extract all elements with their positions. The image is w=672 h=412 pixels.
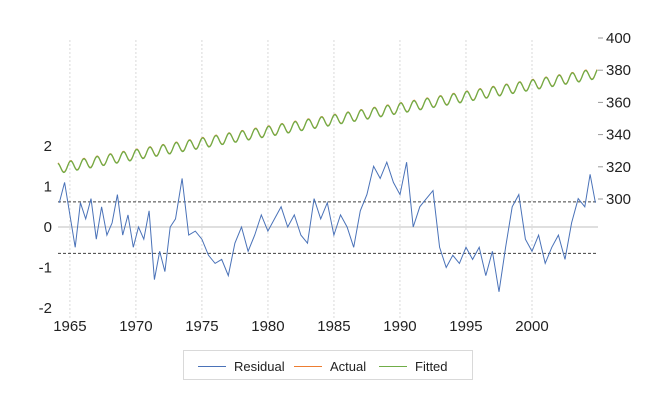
right-tick-label: 300	[606, 191, 631, 208]
x-tick-label: 1975	[185, 318, 218, 335]
x-tick-label: 1990	[383, 318, 416, 335]
legend: Residual Actual Fitted	[183, 350, 473, 380]
right-tick-label: 360	[606, 94, 631, 111]
vertical-gridlines	[69, 40, 533, 318]
left-tick-label: -2	[39, 300, 52, 317]
right-axis: 300 320 340 360 380 400	[598, 30, 631, 208]
legend-swatch-actual	[294, 365, 322, 367]
left-tick-label: 0	[44, 219, 52, 236]
left-axis: -2 -1 0 1 2	[39, 138, 52, 317]
x-tick-label: 1995	[449, 318, 482, 335]
legend-label-actual: Actual	[330, 358, 367, 374]
left-tick-label: -1	[39, 260, 52, 277]
x-tick-label: 2000	[515, 318, 548, 335]
legend-item-residual: Residual	[198, 357, 285, 375]
left-tick-label: 2	[44, 138, 52, 155]
legend-label-residual: Residual	[234, 358, 285, 374]
right-tick-label: 340	[606, 127, 631, 144]
x-tick-label: 1985	[317, 318, 350, 335]
reference-lines	[58, 201, 598, 254]
x-axis: 1965 1970 1975 1980 1985 1990 1995 2000	[53, 318, 548, 335]
series-line-fitted	[57, 69, 598, 174]
legend-label-fitted: Fitted	[415, 358, 448, 374]
legend-swatch-fitted	[379, 365, 407, 367]
right-tick-label: 320	[606, 159, 631, 176]
legend-swatch-residual	[198, 365, 226, 367]
right-tick-label: 380	[606, 62, 631, 79]
left-tick-label: 1	[44, 179, 52, 196]
x-tick-label: 1980	[251, 318, 284, 335]
x-tick-label: 1970	[119, 318, 152, 335]
legend-item-fitted: Fitted	[379, 357, 448, 375]
series-layer	[57, 69, 598, 292]
right-tick-label: 400	[606, 30, 631, 47]
series-line-actual	[57, 69, 598, 173]
series-line-residual	[58, 160, 596, 292]
x-tick-label: 1965	[53, 318, 86, 335]
legend-item-actual: Actual	[294, 357, 366, 375]
